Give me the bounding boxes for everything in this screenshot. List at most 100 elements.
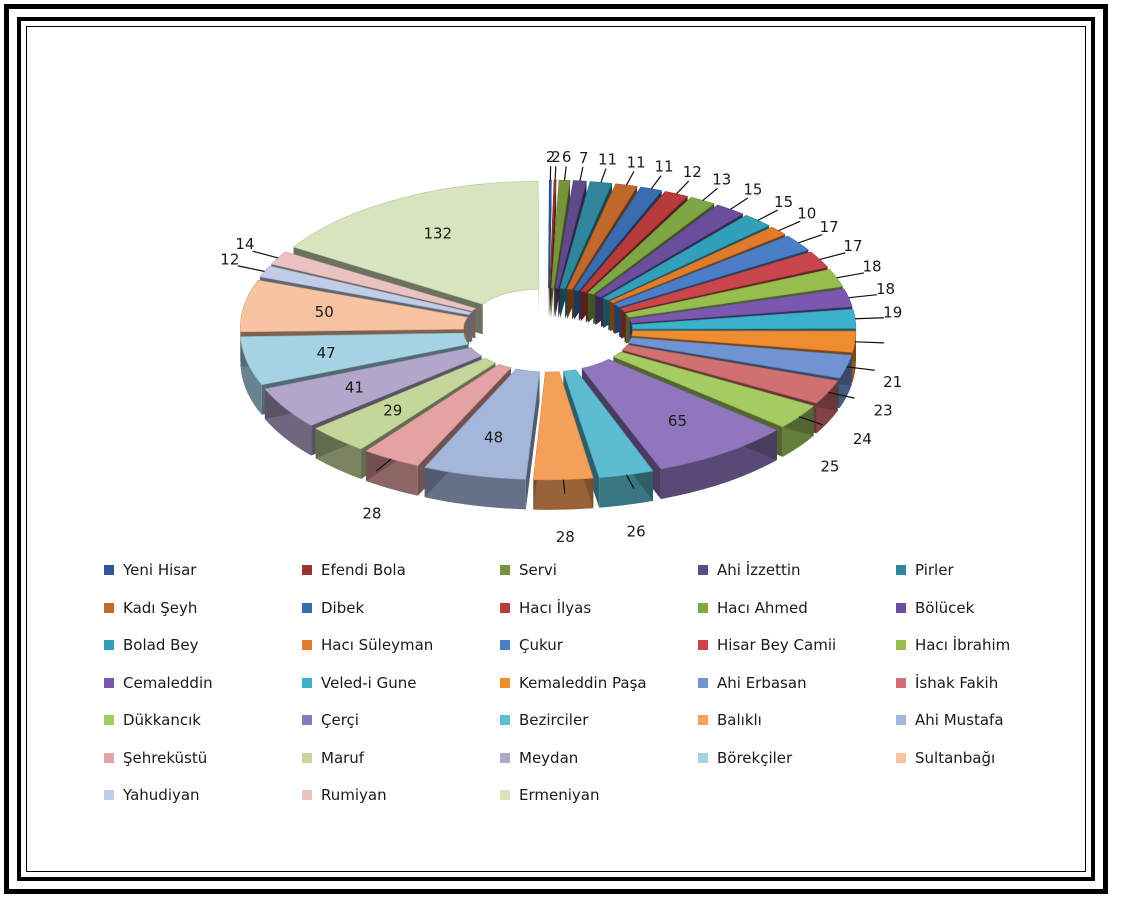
pie-slice xyxy=(533,371,594,510)
legend-label: Ahi Mustafa xyxy=(915,711,1004,729)
legend-item: Hisar Bey Camii xyxy=(698,635,836,655)
legend-item: Ahi Mustafa xyxy=(896,710,1004,730)
leader-line xyxy=(778,220,801,232)
legend-label: Maruf xyxy=(321,748,365,767)
data-label: 19 xyxy=(883,303,902,321)
data-label: 21 xyxy=(883,373,902,391)
legend-swatch xyxy=(896,640,906,650)
legend-swatch xyxy=(896,565,906,575)
legend-swatch xyxy=(698,565,708,575)
legend-label: Dükkancık xyxy=(123,711,201,729)
legend-item: Pirler xyxy=(896,560,954,580)
legend-swatch xyxy=(104,677,114,688)
data-label: 18 xyxy=(876,280,895,298)
legend-item: Maruf xyxy=(302,748,364,768)
data-label: 18 xyxy=(863,257,882,275)
legend-swatch xyxy=(500,677,510,688)
legend-item: Veled-i Gune xyxy=(302,673,416,693)
data-label: 12 xyxy=(683,163,702,181)
inner-frame xyxy=(17,17,1095,881)
legend-swatch xyxy=(104,790,114,800)
data-label: 11 xyxy=(654,158,673,176)
legend-label: Pirler xyxy=(915,561,954,579)
data-label: 132 xyxy=(423,224,452,242)
legend-swatch xyxy=(698,715,708,725)
legend-label: Meydan xyxy=(519,748,579,767)
legend-swatch xyxy=(896,752,906,763)
legend-item: Balıklı xyxy=(698,710,762,730)
legend-label: Efendi Bola xyxy=(321,561,406,579)
leader-line xyxy=(563,166,567,181)
data-label: 15 xyxy=(774,193,793,211)
data-label: 28 xyxy=(556,528,575,546)
leader-line xyxy=(702,187,718,201)
leader-line xyxy=(650,175,662,190)
legend-item: Cemaleddin xyxy=(104,673,213,693)
legend-label: Yeni Hisar xyxy=(123,561,197,579)
legend-item: Bezirciler xyxy=(500,710,588,730)
leader-line xyxy=(600,168,607,183)
legend-label: Ahi İzzettin xyxy=(717,561,801,579)
legend-swatch xyxy=(302,677,312,688)
legend-item: Dibek xyxy=(302,598,364,618)
data-label: 14 xyxy=(235,235,254,253)
legend-label: Börekçiler xyxy=(717,748,793,767)
data-label: 29 xyxy=(383,402,402,420)
legend-label: Yahudiyan xyxy=(123,786,200,804)
legend-swatch xyxy=(500,602,510,613)
legend-label: Hacı Süleyman xyxy=(321,636,434,654)
data-label: 47 xyxy=(317,344,336,362)
legend-swatch xyxy=(896,715,906,725)
data-label: 17 xyxy=(843,237,862,255)
legend-item: Kemaleddin Paşa xyxy=(500,673,647,693)
leader-line xyxy=(375,458,392,472)
legend-label: Veled-i Gune xyxy=(321,673,417,692)
pie-slice xyxy=(424,368,540,510)
leader-line xyxy=(855,317,885,320)
data-label: 2 xyxy=(546,148,556,166)
legend-item: Çerçi xyxy=(302,710,359,730)
legend-swatch xyxy=(896,602,906,613)
legend-swatch xyxy=(698,640,708,650)
legend-item: Bölücek xyxy=(896,598,974,618)
data-label: 6 xyxy=(562,148,572,166)
data-label: 2 xyxy=(551,148,561,166)
leader-line xyxy=(625,171,635,186)
legend-item: Hacı Ahmed xyxy=(698,598,808,618)
data-label: 13 xyxy=(712,171,731,189)
legend-label: Bezirciler xyxy=(519,711,589,729)
legend-swatch xyxy=(896,677,906,688)
legend-item: Sultanbağı xyxy=(896,748,995,768)
legend-label: Kadı Şeyh xyxy=(123,598,198,617)
leader-line xyxy=(827,391,855,399)
legend-item: Hacı Süleyman xyxy=(302,635,433,655)
legend-label: Bolad Bey xyxy=(123,636,199,654)
legend-swatch xyxy=(500,640,510,650)
legend-label: Hacı İbrahim xyxy=(915,636,1011,654)
legend-swatch xyxy=(302,715,312,725)
data-label: 23 xyxy=(874,401,893,419)
legend-item: Bolad Bey xyxy=(104,635,199,655)
data-label: 11 xyxy=(627,153,646,171)
leader-line xyxy=(819,252,846,260)
data-label: 65 xyxy=(668,412,687,430)
data-label: 50 xyxy=(315,303,334,321)
legend-label: Şehreküstü xyxy=(123,748,208,767)
legend-swatch xyxy=(500,752,510,763)
chart-area-border xyxy=(26,26,1086,872)
legend-item: Şehreküstü xyxy=(104,748,207,768)
leader-line xyxy=(846,366,875,371)
leader-line xyxy=(562,479,566,494)
legend-label: Bölücek xyxy=(915,598,975,617)
leader-line xyxy=(757,209,778,221)
data-label: 24 xyxy=(853,430,872,448)
legend-swatch xyxy=(302,602,312,613)
legend-label: Sultanbağı xyxy=(915,748,996,767)
legend-label: Hisar Bey Camii xyxy=(717,636,837,654)
legend-swatch xyxy=(104,715,114,725)
leader-line xyxy=(730,197,749,210)
leader-line xyxy=(625,474,635,489)
data-label: 26 xyxy=(627,523,646,541)
leader-line xyxy=(836,272,865,279)
